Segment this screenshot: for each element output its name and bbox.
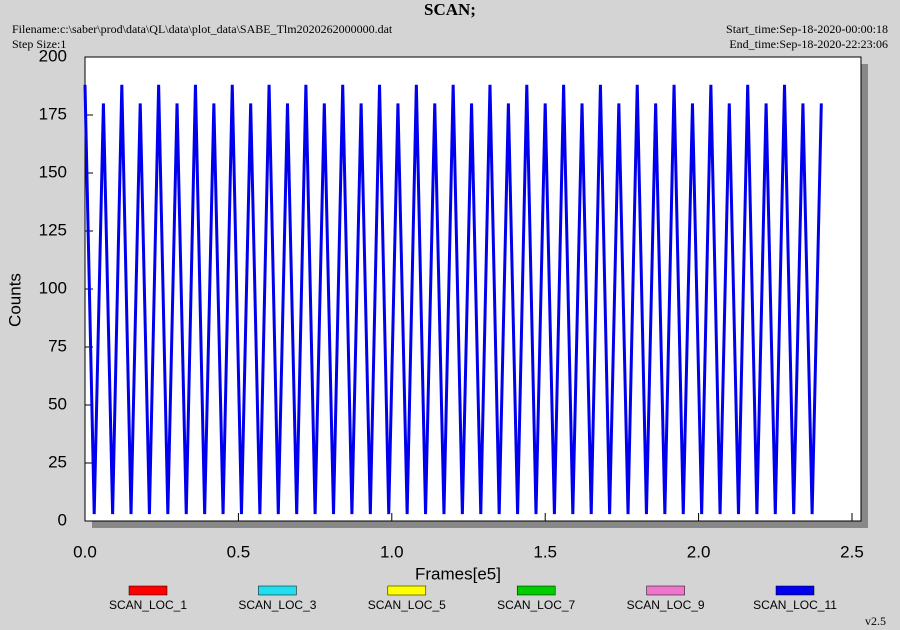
y-tick-label: 100 — [39, 278, 67, 297]
end-time: End_time:Sep-18-2020-22:23:06 — [729, 37, 888, 51]
chart-title: SCAN; — [424, 0, 476, 19]
legend-swatch — [387, 585, 427, 596]
x-tick-label: 2.0 — [687, 542, 711, 561]
legend-label: SCAN_LOC_5 — [368, 598, 446, 612]
x-tick-label: 0.5 — [227, 542, 251, 561]
filename: Filename:c:\saber\prod\data\QL\data\plot… — [12, 22, 393, 36]
x-axis-label: Frames[e5] — [415, 564, 501, 583]
legend-label: SCAN_LOC_11 — [753, 598, 837, 612]
legend-label: SCAN_LOC_3 — [238, 598, 316, 612]
legend-swatch — [258, 585, 297, 596]
y-tick-label: 75 — [48, 336, 67, 355]
legend-swatch — [516, 585, 556, 596]
y-tick-label: 200 — [39, 46, 67, 65]
y-tick-label: 125 — [39, 220, 67, 239]
legend-label: SCAN_LOC_9 — [627, 598, 705, 612]
version: v2.5 — [865, 614, 886, 628]
legend-swatch — [646, 585, 685, 596]
y-tick-label: 175 — [39, 104, 67, 123]
step-size: Step Size:1 — [12, 37, 66, 51]
legend-label: SCAN_LOC_7 — [497, 598, 575, 612]
y-tick-label: 50 — [48, 394, 67, 413]
y-tick-label: 150 — [39, 162, 67, 181]
x-tick-label: 1.0 — [380, 542, 404, 561]
x-tick-label: 0.0 — [73, 542, 97, 561]
start-time: Start_time:Sep-18-2020-00:00:18 — [726, 22, 888, 36]
legend-swatch — [775, 585, 815, 596]
y-tick-label: 0 — [58, 510, 67, 529]
data-line — [83, 84, 823, 515]
y-tick-label: 25 — [48, 452, 67, 471]
y-axis-label: Counts — [5, 273, 24, 327]
legend-swatch — [128, 585, 168, 596]
x-tick-label: 1.5 — [533, 542, 557, 561]
legend-label: SCAN_LOC_1 — [109, 598, 187, 612]
x-tick-label: 2.5 — [840, 542, 864, 561]
